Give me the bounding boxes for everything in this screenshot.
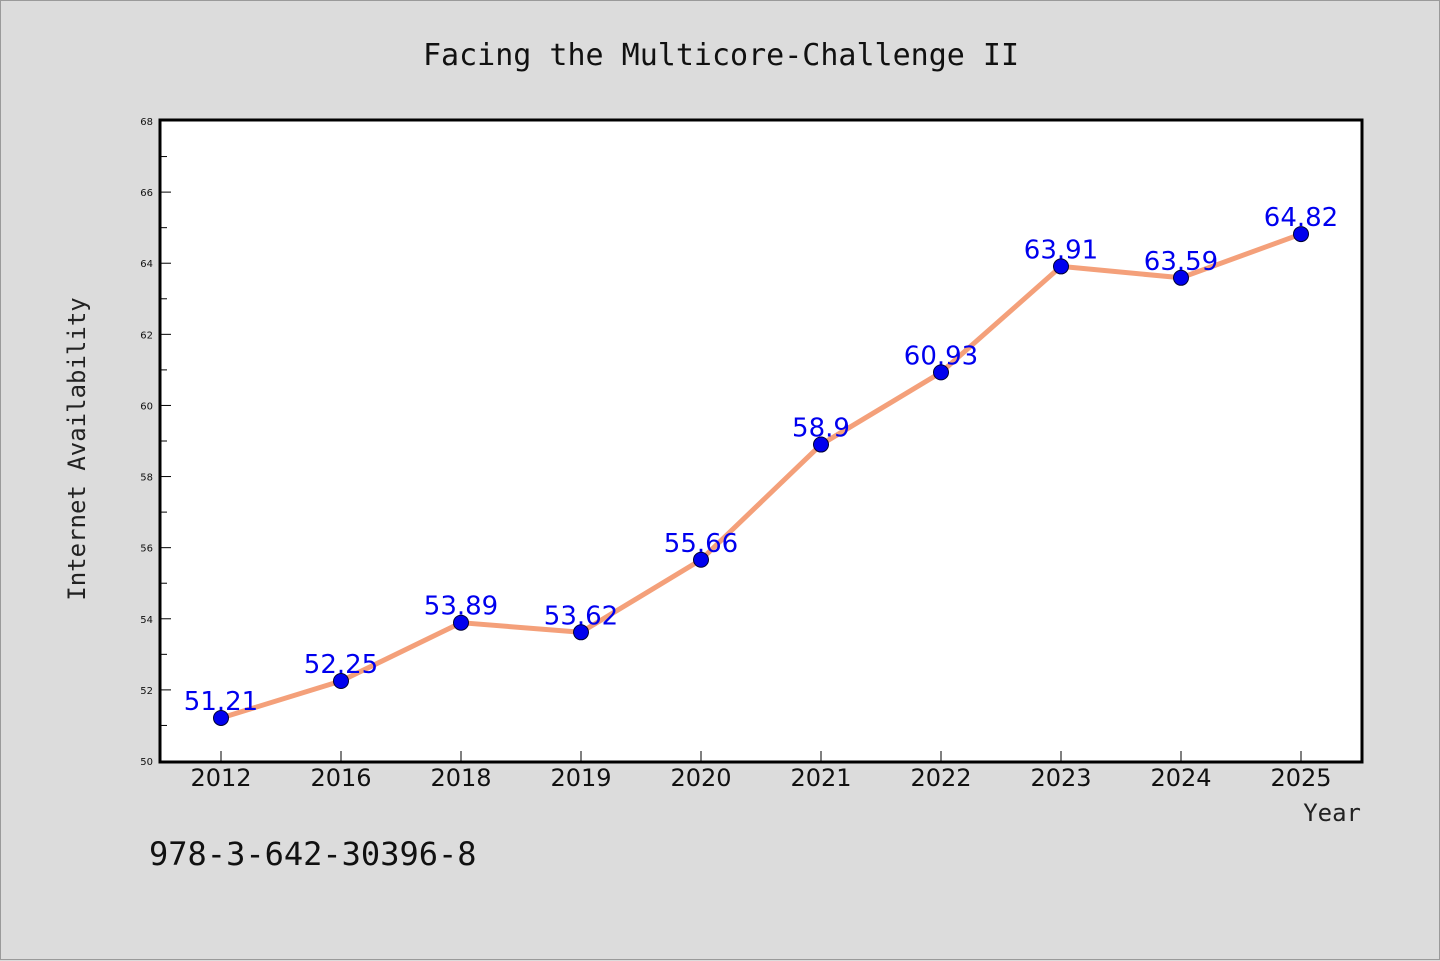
y-tick-label: 58: [140, 473, 153, 484]
data-label: 52.25: [304, 650, 378, 680]
data-point: [1173, 269, 1189, 286]
data-label: 63.91: [1024, 235, 1098, 265]
x-tick-label: 2018: [430, 764, 491, 792]
data-point: [213, 709, 229, 726]
data-label: 51.21: [184, 687, 258, 717]
y-tick-label: 56: [140, 544, 153, 555]
data-label: 58.9: [792, 414, 850, 444]
data-point: [573, 624, 589, 641]
plot-area: [158, 118, 1364, 764]
data-label: 53.62: [544, 601, 618, 631]
series-line: [220, 231, 1302, 721]
x-tick-label: 2012: [190, 764, 251, 792]
data-point: [813, 436, 829, 453]
data-markers: [213, 226, 1309, 726]
y-tick-label: 68: [140, 117, 153, 128]
data-point: [693, 551, 709, 568]
data-label: 60.93: [904, 341, 978, 371]
x-tick-label: 2016: [310, 764, 371, 792]
y-tick-label: 64: [140, 259, 153, 270]
y-axis-label: Internet Availability: [63, 297, 91, 600]
isbn-note: 978-3-642-30396-8: [149, 835, 477, 873]
x-axis: 2012 2016 2018 2019 2020 2021 2022 2023 2024 2025: [190, 751, 1332, 792]
x-tick-label: 2019: [550, 764, 611, 792]
x-tick-label: 2021: [790, 764, 851, 792]
y-tick-label: 52: [140, 686, 153, 697]
x-tick-label: 2024: [1150, 764, 1211, 792]
data-point: [333, 673, 349, 689]
data-point: [1293, 226, 1309, 243]
data-label: 55.66: [664, 529, 738, 559]
y-tick-label: 54: [140, 615, 153, 626]
y-tick-label: 66: [140, 188, 153, 199]
y-tick-label: 60: [140, 401, 153, 412]
data-point: [453, 614, 469, 631]
x-tick-label: 2023: [1030, 764, 1091, 792]
y-tick-label: 50: [140, 757, 153, 768]
x-tick-label: 2020: [670, 764, 731, 792]
x-axis-label: Year: [1303, 799, 1361, 827]
data-point: [1053, 258, 1069, 275]
data-label: 53.89: [424, 592, 498, 622]
x-tick-label: 2025: [1270, 764, 1331, 792]
data-label: 64.82: [1264, 203, 1338, 233]
data-label: 63.59: [1144, 247, 1218, 277]
x-tick-label: 2022: [910, 764, 971, 792]
y-tick-label: 62: [140, 330, 153, 341]
data-point: [933, 364, 949, 381]
chart-title: Facing the Multicore-Challenge II: [423, 38, 1019, 73]
data-labels: 51.21 52.25 53.89 53.62 55.66 58.9 60.93 63.91 6…: [184, 203, 1338, 717]
y-axis: 50 52 54 56 58 60 62 64 66 68: [140, 117, 171, 768]
